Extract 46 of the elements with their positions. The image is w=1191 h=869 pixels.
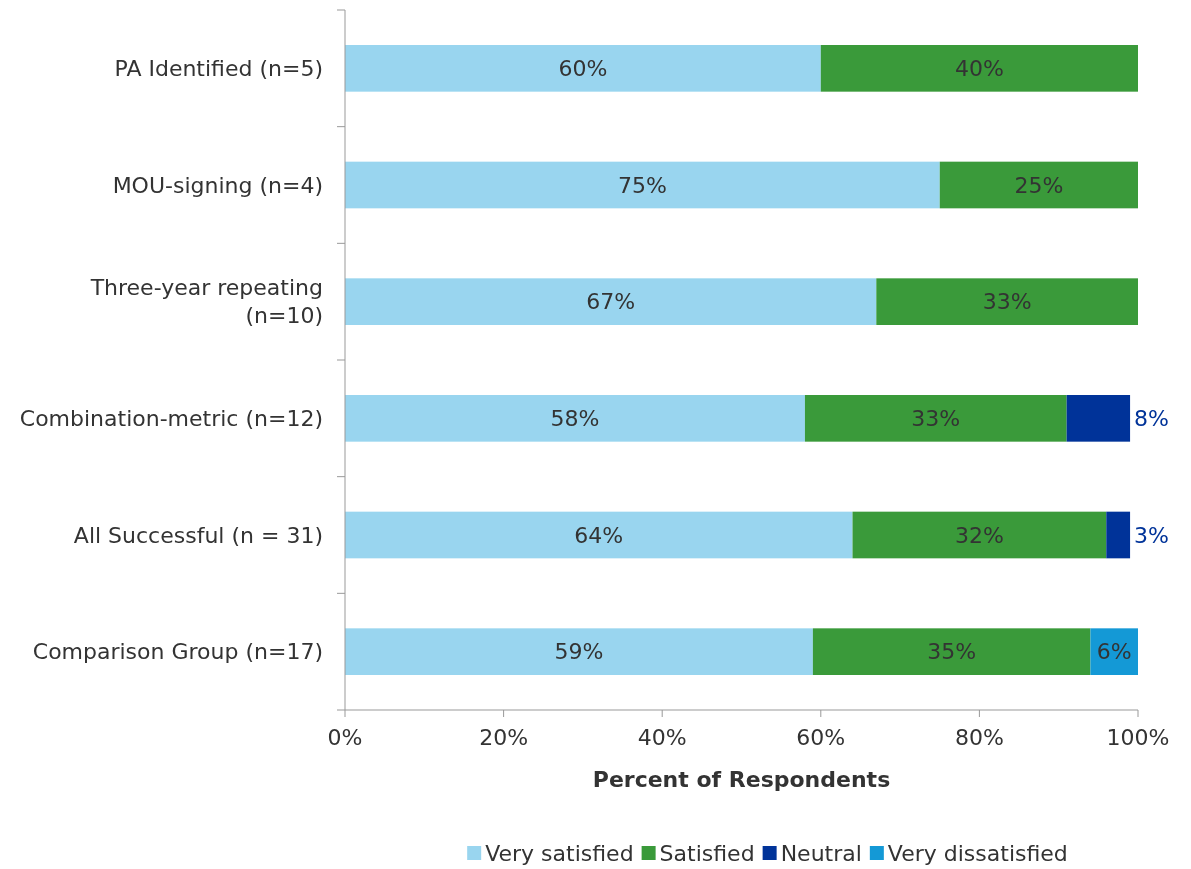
x-tick-label: 60% [796, 725, 846, 750]
legend-label: Very satisfied [485, 840, 634, 866]
bar [345, 395, 805, 442]
data-label: 33% [982, 289, 1032, 315]
bar [852, 511, 1107, 559]
bar [345, 511, 853, 559]
x-axis-title: Percent of Respondents [592, 767, 891, 792]
data-label: 35% [927, 639, 977, 665]
data-label: 25% [1014, 172, 1064, 198]
bar [345, 278, 877, 325]
data-label: 60% [558, 56, 608, 82]
data-label: 33% [911, 406, 961, 432]
x-tick-label: 100% [1106, 725, 1170, 750]
bar [804, 395, 1067, 442]
legend-label: Very dissatisfied [887, 840, 1068, 866]
bar [820, 45, 1138, 92]
x-tick-label: 40% [637, 725, 687, 750]
data-label: 58% [550, 406, 600, 432]
y-tick-label: MOU-signing (n=4) [112, 172, 323, 198]
bar [1066, 395, 1131, 442]
bar [876, 278, 1138, 325]
y-tick-label: Three-year repeating (n=10) [89, 275, 323, 329]
y-tick-label: All Successful (n = 31) [73, 522, 323, 548]
legend-label: Neutral [780, 840, 862, 866]
y-tick-label: Comparison Group (n=17) [32, 639, 323, 665]
x-tick-label: 0% [327, 725, 363, 750]
x-tick-label: 80% [954, 725, 1004, 750]
bar [1106, 511, 1131, 559]
bar [345, 45, 821, 92]
y-tick-label: PA Identified (n=5) [114, 56, 323, 82]
data-label: 59% [554, 639, 604, 665]
bar [345, 161, 940, 209]
data-label: 64% [574, 522, 624, 548]
bar [812, 628, 1091, 675]
bar [939, 161, 1138, 209]
legend-label: Satisfied [659, 840, 755, 866]
x-tick-label: 20% [479, 725, 529, 750]
y-tick-label: Combination-metric (n=12) [19, 406, 323, 432]
data-label: 8% [1134, 406, 1169, 432]
data-label: 3% [1134, 522, 1169, 548]
data-label: 32% [954, 522, 1004, 548]
data-label: 6% [1096, 639, 1132, 665]
data-label: 40% [954, 56, 1004, 82]
data-label: 75% [617, 172, 667, 198]
data-label: 67% [586, 289, 636, 315]
bar [345, 628, 813, 675]
